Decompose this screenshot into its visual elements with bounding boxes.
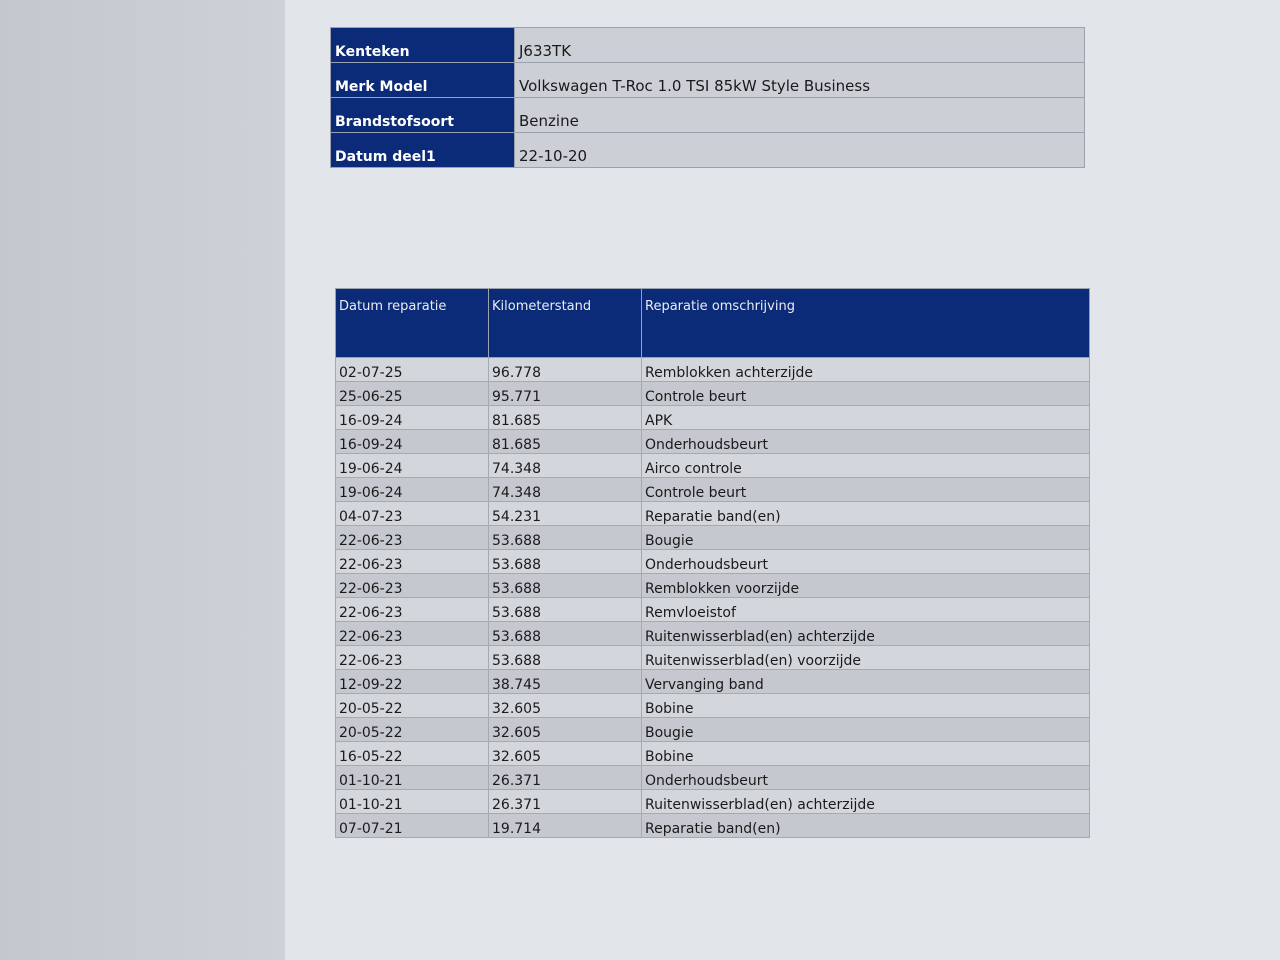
- cell-description: Vervanging band: [641, 669, 1090, 694]
- cell-mileage: 74.348: [488, 453, 642, 478]
- table-row: 19-06-24 74.348 Airco controle: [335, 453, 1090, 478]
- cell-description: Controle beurt: [641, 477, 1090, 502]
- cell-description: Remblokken voorzijde: [641, 573, 1090, 598]
- table-row: 22-06-23 53.688 Bougie: [335, 525, 1090, 550]
- table-row: 22-06-23 53.688 Remvloeistof: [335, 597, 1090, 622]
- info-label: Merk Model: [330, 62, 515, 98]
- info-label: Kenteken: [330, 27, 515, 63]
- cell-description: Ruitenwisserblad(en) voorzijde: [641, 645, 1090, 670]
- cell-description: Onderhoudsbeurt: [641, 549, 1090, 574]
- table-row: 16-05-22 32.605 Bobine: [335, 741, 1090, 766]
- table-row: 16-09-24 81.685 APK: [335, 405, 1090, 430]
- cell-mileage: 95.771: [488, 381, 642, 406]
- column-header-description: Reparatie omschrijving: [641, 288, 1090, 358]
- cell-date: 12-09-22: [335, 669, 489, 694]
- cell-description: Bougie: [641, 525, 1090, 550]
- cell-date: 19-06-24: [335, 477, 489, 502]
- cell-description: Reparatie band(en): [641, 813, 1090, 838]
- table-row: 19-06-24 74.348 Controle beurt: [335, 477, 1090, 502]
- table-row: 04-07-23 54.231 Reparatie band(en): [335, 501, 1090, 526]
- cell-date: 16-09-24: [335, 429, 489, 454]
- cell-mileage: 53.688: [488, 525, 642, 550]
- cell-mileage: 53.688: [488, 597, 642, 622]
- cell-description: Bobine: [641, 693, 1090, 718]
- cell-date: 22-06-23: [335, 597, 489, 622]
- cell-description: Onderhoudsbeurt: [641, 765, 1090, 790]
- cell-description: Remvloeistof: [641, 597, 1090, 622]
- table-row: 16-09-24 81.685 Onderhoudsbeurt: [335, 429, 1090, 454]
- cell-mileage: 53.688: [488, 645, 642, 670]
- cell-date: 20-05-22: [335, 717, 489, 742]
- vehicle-info-table: Kenteken J633TK Merk Model Volkswagen T-Roc…: [330, 27, 1085, 168]
- info-value: Benzine: [514, 97, 1085, 133]
- cell-date: 20-05-22: [335, 693, 489, 718]
- cell-date: 22-06-23: [335, 645, 489, 670]
- vehicle-info-row: Merk Model Volkswagen T-Roc 1.0 TSI 85kW …: [330, 62, 1085, 98]
- cell-mileage: 81.685: [488, 405, 642, 430]
- cell-date: 01-10-21: [335, 765, 489, 790]
- table-row: 22-06-23 53.688 Onderhoudsbeurt: [335, 549, 1090, 574]
- cell-description: Bougie: [641, 717, 1090, 742]
- cell-description: Onderhoudsbeurt: [641, 429, 1090, 454]
- cell-mileage: 32.605: [488, 717, 642, 742]
- cell-mileage: 32.605: [488, 741, 642, 766]
- cell-mileage: 53.688: [488, 549, 642, 574]
- cell-date: 22-06-23: [335, 621, 489, 646]
- info-value: J633TK: [514, 27, 1085, 63]
- cell-date: 04-07-23: [335, 501, 489, 526]
- cell-date: 07-07-21: [335, 813, 489, 838]
- cell-mileage: 53.688: [488, 621, 642, 646]
- cell-mileage: 53.688: [488, 573, 642, 598]
- cell-description: Bobine: [641, 741, 1090, 766]
- cell-date: 22-06-23: [335, 573, 489, 598]
- cell-description: Controle beurt: [641, 381, 1090, 406]
- cell-mileage: 38.745: [488, 669, 642, 694]
- table-row: 02-07-25 96.778 Remblokken achterzijde: [335, 357, 1090, 382]
- cell-date: 19-06-24: [335, 453, 489, 478]
- cell-mileage: 26.371: [488, 789, 642, 814]
- cell-date: 01-10-21: [335, 789, 489, 814]
- table-row: 12-09-22 38.745 Vervanging band: [335, 669, 1090, 694]
- table-row: 22-06-23 53.688 Remblokken voorzijde: [335, 573, 1090, 598]
- info-value: 22-10-20: [514, 132, 1085, 168]
- vehicle-info-row: Datum deel1 22-10-20: [330, 132, 1085, 168]
- table-row: 22-06-23 53.688 Ruitenwisserblad(en) achte…: [335, 621, 1090, 646]
- table-row: 20-05-22 32.605 Bobine: [335, 693, 1090, 718]
- vehicle-info-row: Kenteken J633TK: [330, 27, 1085, 63]
- column-header-date: Datum reparatie: [335, 288, 489, 358]
- cell-mileage: 54.231: [488, 501, 642, 526]
- table-row: 01-10-21 26.371 Ruitenwisserblad(en) achte…: [335, 789, 1090, 814]
- cell-date: 16-05-22: [335, 741, 489, 766]
- cell-date: 02-07-25: [335, 357, 489, 382]
- cell-mileage: 26.371: [488, 765, 642, 790]
- cell-mileage: 74.348: [488, 477, 642, 502]
- info-label: Brandstofsoort: [330, 97, 515, 133]
- table-header-row: Datum reparatie Kilometerstand Reparatie…: [335, 288, 1090, 358]
- table-row: 22-06-23 53.688 Ruitenwisserblad(en) voorz…: [335, 645, 1090, 670]
- cell-description: Ruitenwisserblad(en) achterzijde: [641, 789, 1090, 814]
- info-value: Volkswagen T-Roc 1.0 TSI 85kW Style Busi…: [514, 62, 1085, 98]
- cell-mileage: 32.605: [488, 693, 642, 718]
- cell-date: 22-06-23: [335, 525, 489, 550]
- column-header-mileage: Kilometerstand: [488, 288, 642, 358]
- cell-date: 16-09-24: [335, 405, 489, 430]
- cell-mileage: 19.714: [488, 813, 642, 838]
- cell-description: Ruitenwisserblad(en) achterzijde: [641, 621, 1090, 646]
- table-row: 20-05-22 32.605 Bougie: [335, 717, 1090, 742]
- cell-description: Reparatie band(en): [641, 501, 1090, 526]
- table-row: 07-07-21 19.714 Reparatie band(en): [335, 813, 1090, 838]
- cell-mileage: 96.778: [488, 357, 642, 382]
- cell-date: 25-06-25: [335, 381, 489, 406]
- cell-description: Airco controle: [641, 453, 1090, 478]
- cell-description: APK: [641, 405, 1090, 430]
- cell-mileage: 81.685: [488, 429, 642, 454]
- info-label: Datum deel1: [330, 132, 515, 168]
- cell-date: 22-06-23: [335, 549, 489, 574]
- cell-description: Remblokken achterzijde: [641, 357, 1090, 382]
- vehicle-info-row: Brandstofsoort Benzine: [330, 97, 1085, 133]
- table-row: 25-06-25 95.771 Controle beurt: [335, 381, 1090, 406]
- table-row: 01-10-21 26.371 Onderhoudsbeurt: [335, 765, 1090, 790]
- repair-history-table: Datum reparatie Kilometerstand Reparatie…: [335, 288, 1090, 838]
